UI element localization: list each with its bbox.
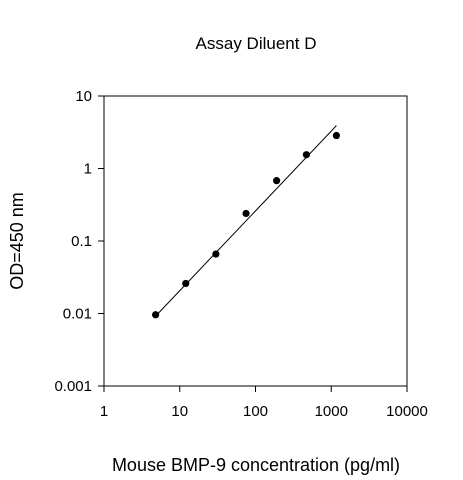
data-point bbox=[242, 209, 250, 218]
y-tick-label: 10 bbox=[75, 88, 92, 105]
x-axis-label: Mouse BMP-9 concentration (pg/ml) bbox=[112, 455, 400, 475]
y-axis-ticks: 0.001 0.01 0.1 1 10 bbox=[54, 88, 104, 395]
x-axis-ticks: 1 10 100 1000 10000 bbox=[100, 386, 428, 420]
x-tick-label: 1 bbox=[100, 403, 108, 420]
data-point bbox=[182, 279, 190, 288]
x-tick-label: 10000 bbox=[386, 403, 428, 420]
data-point bbox=[332, 131, 341, 140]
y-axis-label: OD=450 nm bbox=[7, 192, 27, 290]
y-tick-label: 0.001 bbox=[54, 378, 92, 395]
plot-area-frame bbox=[103, 95, 408, 387]
chart-title: Assay Diluent D bbox=[196, 34, 317, 53]
data-point bbox=[302, 151, 311, 159]
x-tick-label: 1000 bbox=[315, 403, 348, 420]
y-tick-label: 1 bbox=[84, 161, 92, 178]
data-point bbox=[212, 250, 220, 258]
data-point bbox=[273, 177, 281, 185]
data-point bbox=[152, 311, 160, 319]
x-tick-label: 100 bbox=[243, 403, 268, 420]
x-tick-label: 10 bbox=[171, 403, 188, 420]
y-tick-label: 0.1 bbox=[71, 233, 92, 250]
data-points bbox=[152, 131, 341, 319]
y-tick-label: 0.01 bbox=[63, 306, 92, 323]
